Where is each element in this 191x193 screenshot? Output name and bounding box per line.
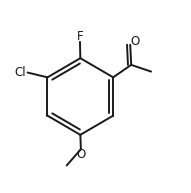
Text: O: O [77, 148, 86, 161]
Text: Cl: Cl [15, 66, 26, 79]
Text: F: F [77, 30, 83, 43]
Text: O: O [130, 35, 140, 48]
